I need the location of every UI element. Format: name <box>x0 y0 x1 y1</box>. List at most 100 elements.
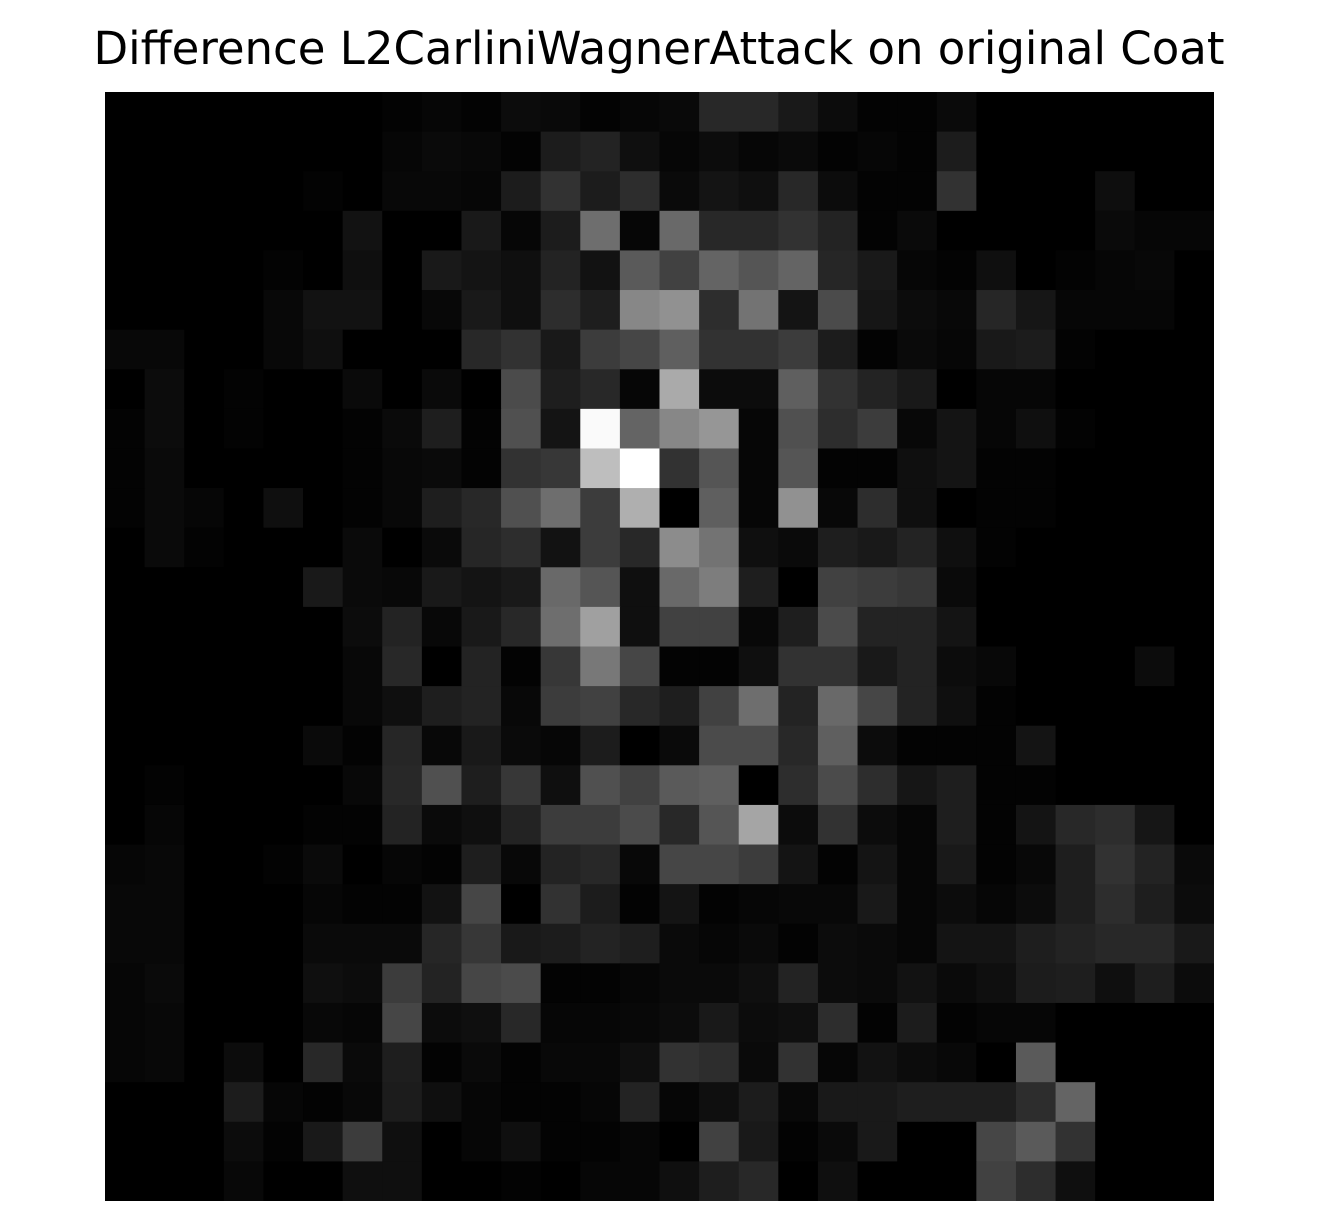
heatmap-cell-r10-c2 <box>184 488 225 529</box>
heatmap-cell-r16-c18 <box>817 725 859 766</box>
heatmap-cell-r4-c19 <box>857 250 898 291</box>
heatmap-cell-r3-c11 <box>540 210 581 252</box>
heatmap-cell-r7-c19 <box>857 369 898 410</box>
heatmap-cell-r24-c7 <box>382 1042 423 1083</box>
heatmap-cell-r5-c15 <box>699 290 740 331</box>
heatmap-cell-r9-c19 <box>857 448 898 489</box>
heatmap-cell-r8-c9 <box>461 408 502 450</box>
heatmap-cell-r2-c3 <box>223 171 265 212</box>
heatmap-cell-r13-c16 <box>738 606 779 648</box>
heatmap-cell-r0-c14 <box>659 92 700 133</box>
heatmap-cell-r15-c27 <box>1174 686 1214 727</box>
heatmap-cell-r21-c15 <box>699 923 740 964</box>
heatmap-cell-r14-c6 <box>342 646 383 687</box>
heatmap-cell-r20-c15 <box>699 884 740 925</box>
heatmap-cell-r27-c10 <box>501 1161 542 1201</box>
heatmap-cell-r10-c15 <box>699 488 740 529</box>
heatmap-cell-r2-c10 <box>501 171 542 212</box>
heatmap-cell-r25-c4 <box>263 1082 304 1123</box>
heatmap-cell-r23-c21 <box>936 1002 977 1044</box>
heatmap-cell-r20-c13 <box>619 884 661 925</box>
heatmap-cell-r12-c14 <box>659 567 700 608</box>
heatmap-cell-r21-c27 <box>1174 923 1214 964</box>
heatmap-cell-r10-c14 <box>659 488 700 529</box>
heatmap-cell-r25-c15 <box>699 1082 740 1123</box>
heatmap-cell-r9-c12 <box>580 448 621 489</box>
heatmap-cell-r0-c9 <box>461 92 502 133</box>
heatmap-cell-r22-c1 <box>144 963 185 1004</box>
heatmap-cell-r12-c2 <box>184 567 225 608</box>
heatmap-cell-r15-c0 <box>105 686 146 727</box>
heatmap-cell-r1-c18 <box>817 131 859 172</box>
heatmap-cell-r15-c23 <box>1015 686 1057 727</box>
heatmap-cell-r0-c0 <box>105 92 146 133</box>
heatmap-cell-r13-c21 <box>936 606 977 648</box>
heatmap-cell-r7-c15 <box>699 369 740 410</box>
heatmap-cell-r7-c10 <box>501 369 542 410</box>
heatmap-cell-r4-c16 <box>738 250 779 291</box>
heatmap-cell-r7-c3 <box>223 369 265 410</box>
heatmap-cell-r1-c7 <box>382 131 423 172</box>
heatmap-cell-r12-c24 <box>1055 567 1096 608</box>
heatmap-cell-r22-c9 <box>461 963 502 1004</box>
heatmap-cell-r16-c22 <box>976 725 1017 766</box>
heatmap-cell-r25-c5 <box>303 1082 344 1123</box>
heatmap-cell-r21-c4 <box>263 923 304 964</box>
heatmap-cell-r22-c4 <box>263 963 304 1004</box>
heatmap-cell-r0-c20 <box>897 92 938 133</box>
heatmap-cell-r27-c8 <box>421 1161 463 1201</box>
heatmap-cell-r19-c2 <box>184 844 225 885</box>
heatmap-cell-r18-c13 <box>619 804 661 846</box>
heatmap-cell-r14-c2 <box>184 646 225 687</box>
heatmap-cell-r21-c17 <box>778 923 819 964</box>
heatmap-cell-r24-c14 <box>659 1042 700 1083</box>
heatmap-cell-r27-c0 <box>105 1161 146 1201</box>
heatmap-cell-r14-c3 <box>223 646 265 687</box>
heatmap-cell-r21-c6 <box>342 923 383 964</box>
heatmap-cell-r24-c5 <box>303 1042 344 1083</box>
heatmap-cell-r25-c12 <box>580 1082 621 1123</box>
heatmap-cell-r22-c23 <box>1015 963 1057 1004</box>
heatmap-cell-r18-c26 <box>1134 804 1175 846</box>
heatmap-cell-r2-c5 <box>303 171 344 212</box>
heatmap-cell-r1-c4 <box>263 131 304 172</box>
heatmap-cell-r5-c26 <box>1134 290 1175 331</box>
heatmap-cell-r11-c6 <box>342 527 383 568</box>
heatmap-cell-r10-c25 <box>1095 488 1136 529</box>
heatmap-cell-r12-c26 <box>1134 567 1175 608</box>
heatmap-cell-r2-c19 <box>857 171 898 212</box>
heatmap-cell-r3-c23 <box>1015 210 1057 252</box>
heatmap-cell-r23-c27 <box>1174 1002 1214 1044</box>
heatmap-cell-r6-c10 <box>501 329 542 370</box>
heatmap-cell-r21-c7 <box>382 923 423 964</box>
heatmap-cell-r13-c22 <box>976 606 1017 648</box>
heatmap-cell-r8-c4 <box>263 408 304 450</box>
heatmap-cell-r19-c8 <box>421 844 463 885</box>
heatmap-cell-r15-c12 <box>580 686 621 727</box>
heatmap-cell-r15-c14 <box>659 686 700 727</box>
heatmap-cell-r18-c21 <box>936 804 977 846</box>
heatmap-cell-r15-c22 <box>976 686 1017 727</box>
heatmap-cell-r20-c1 <box>144 884 185 925</box>
heatmap-cell-r18-c22 <box>976 804 1017 846</box>
heatmap-cell-r20-c16 <box>738 884 779 925</box>
heatmap-cell-r2-c18 <box>817 171 859 212</box>
heatmap-cell-r8-c25 <box>1095 408 1136 450</box>
heatmap-cell-r11-c14 <box>659 527 700 568</box>
heatmap-cell-r0-c5 <box>303 92 344 133</box>
heatmap-cell-r18-c0 <box>105 804 146 846</box>
heatmap-cell-r0-c7 <box>382 92 423 133</box>
heatmap-cell-r17-c10 <box>501 765 542 806</box>
heatmap-cell-r16-c26 <box>1134 725 1175 766</box>
heatmap-cell-r1-c23 <box>1015 131 1057 172</box>
heatmap-cell-r21-c3 <box>223 923 265 964</box>
heatmap-cell-r6-c16 <box>738 329 779 370</box>
heatmap-cell-r23-c4 <box>263 1002 304 1044</box>
heatmap-cell-r24-c0 <box>105 1042 146 1083</box>
heatmap-cell-r3-c4 <box>263 210 304 252</box>
heatmap-cell-r3-c25 <box>1095 210 1136 252</box>
heatmap-cell-r20-c2 <box>184 884 225 925</box>
heatmap-cell-r19-c23 <box>1015 844 1057 885</box>
heatmap-cell-r18-c27 <box>1174 804 1214 846</box>
heatmap-cell-r18-c15 <box>699 804 740 846</box>
